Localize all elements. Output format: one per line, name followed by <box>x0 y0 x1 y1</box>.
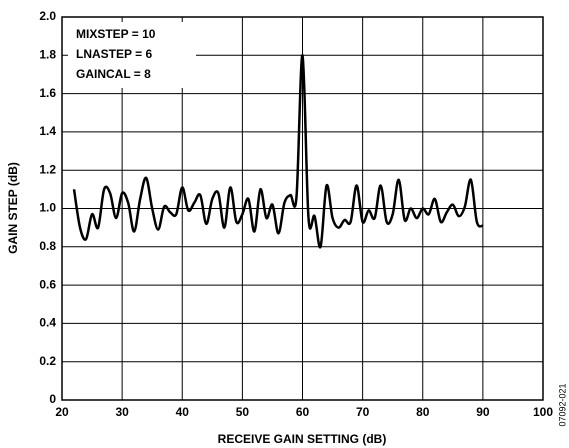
y-tick-label: 0.6 <box>39 277 56 291</box>
x-tick-label: 90 <box>476 405 490 419</box>
annotation: LNASTEP = 6 <box>76 47 152 61</box>
x-tick-label: 20 <box>55 405 69 419</box>
annotation-box <box>68 22 196 88</box>
x-tick-label: 100 <box>533 405 553 419</box>
annotation: MIXSTEP = 10 <box>76 27 156 41</box>
y-tick-label: 1.8 <box>39 47 56 61</box>
x-tick-label: 50 <box>236 405 250 419</box>
x-tick-label: 80 <box>416 405 430 419</box>
y-axis-label: GAIN STEP (dB) <box>6 162 20 254</box>
x-tick-label: 60 <box>296 405 310 419</box>
y-tick-label: 0.8 <box>39 239 56 253</box>
y-tick-label: 0.2 <box>39 354 56 368</box>
y-tick-label: 1.0 <box>39 201 56 215</box>
x-tick-label: 30 <box>115 405 129 419</box>
annotation: GAINCAL = 8 <box>76 67 151 81</box>
x-tick-label: 40 <box>176 405 190 419</box>
y-tick-label: 0 <box>49 392 56 406</box>
y-tick-label: 1.2 <box>39 162 56 176</box>
figure-code: 07092-021 <box>557 383 567 426</box>
plot-frame <box>61 16 544 401</box>
x-tick-label: 70 <box>356 405 370 419</box>
y-tick-label: 2.0 <box>39 9 56 23</box>
y-tick-label: 0.4 <box>39 316 56 330</box>
y-tick-label: 1.6 <box>39 86 56 100</box>
y-tick-label: 1.4 <box>39 124 56 138</box>
plot <box>72 54 484 249</box>
data-line <box>72 54 484 249</box>
x-axis-label: RECEIVE GAIN SETTING (dB) <box>218 432 387 446</box>
